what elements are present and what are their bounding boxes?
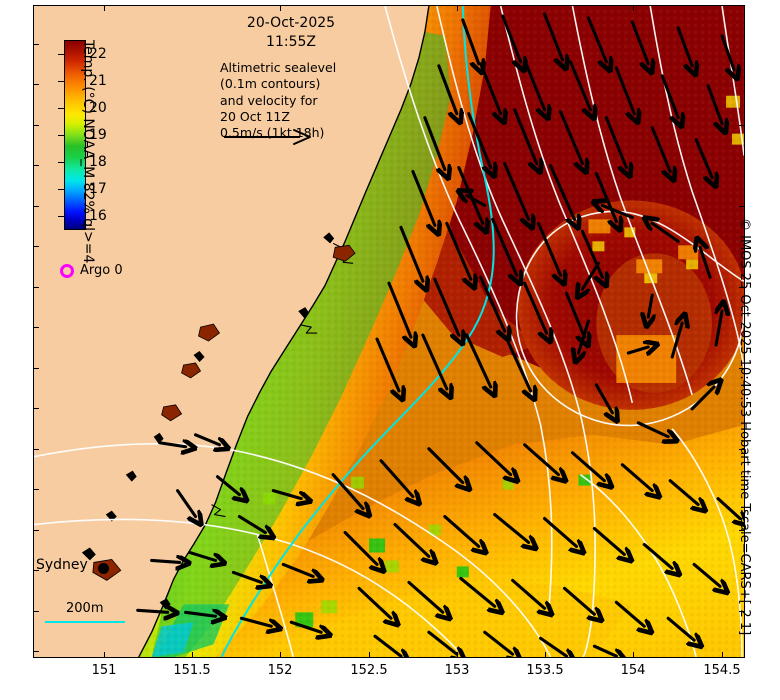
x-tick-label: 152 bbox=[267, 663, 293, 678]
y-tick-mark bbox=[33, 489, 39, 490]
y-tick-mark bbox=[33, 84, 39, 85]
title-date: 20-Oct-2025 bbox=[246, 15, 336, 31]
sydney-city-label: Sydney bbox=[36, 557, 88, 573]
colorbar-tick-label: 21 bbox=[89, 73, 107, 89]
argo-legend-label: Argo 0 bbox=[80, 263, 123, 278]
y-tick-mark bbox=[33, 125, 39, 126]
colorbar-tick-label: 16 bbox=[89, 208, 107, 224]
sydney-city-marker bbox=[98, 563, 109, 574]
velocity-scale-arrow-icon bbox=[224, 129, 311, 145]
y-tick-mark bbox=[33, 651, 39, 652]
x-tick-mark-top bbox=[280, 5, 281, 11]
title-time: 11:55Z bbox=[266, 33, 316, 50]
x-tick-mark bbox=[457, 652, 458, 658]
colorbar-tick-label: 17 bbox=[89, 181, 107, 197]
x-tick-mark bbox=[192, 652, 193, 658]
x-tick-mark bbox=[633, 652, 634, 658]
y-tick-mark bbox=[33, 206, 39, 207]
y-tick-mark bbox=[33, 368, 39, 369]
colorbar-title: Temp. (°C) NOAA_M 82% ql>=4 bbox=[80, 40, 96, 264]
colorbar-tick-label: 18 bbox=[89, 154, 107, 170]
y-tick-mark bbox=[33, 246, 39, 247]
y-tick-mark-right bbox=[739, 368, 745, 369]
x-tick-mark bbox=[545, 652, 546, 658]
x-tick-label: 154.5 bbox=[703, 663, 741, 678]
annotation-text: Altimetric sealevel (0.1m contours) and … bbox=[220, 60, 337, 140]
y-tick-mark-right bbox=[739, 206, 745, 207]
colorbar[interactable] bbox=[64, 40, 86, 230]
y-tick-mark bbox=[33, 530, 39, 531]
y-tick-mark-right bbox=[739, 530, 745, 531]
depth-contour-swatch bbox=[45, 621, 125, 623]
y-tick-mark bbox=[33, 165, 39, 166]
x-tick-mark-top bbox=[633, 5, 634, 11]
y-tick-mark bbox=[33, 327, 39, 328]
colorbar-tick bbox=[58, 162, 64, 163]
y-tick-mark bbox=[33, 408, 39, 409]
figure-title: 20-Oct-2025 11:55Z bbox=[196, 14, 386, 52]
x-tick-label: 153.5 bbox=[526, 663, 564, 678]
credit-text: © IMOS 25-Oct-2025 10:40:53 Hobart time … bbox=[737, 218, 752, 636]
y-tick-mark bbox=[33, 44, 39, 45]
x-tick-label: 153 bbox=[444, 663, 470, 678]
x-tick-mark-top bbox=[104, 5, 105, 11]
argo-legend: Argo 0 bbox=[60, 263, 123, 278]
x-tick-mark bbox=[722, 652, 723, 658]
x-tick-mark-top bbox=[457, 5, 458, 11]
y-tick-mark bbox=[33, 449, 39, 450]
map-plot-area[interactable] bbox=[33, 5, 745, 658]
colorbar-tick bbox=[58, 135, 64, 136]
y-tick-mark-right bbox=[739, 449, 745, 450]
y-tick-mark-right bbox=[739, 287, 745, 288]
colorbar-tick-label: 19 bbox=[89, 127, 107, 143]
x-tick-label: 151 bbox=[91, 663, 117, 678]
x-tick-label: 152.5 bbox=[350, 663, 388, 678]
colorbar-tick bbox=[58, 108, 64, 109]
colorbar-tick bbox=[58, 54, 64, 55]
x-tick-label: 151.5 bbox=[173, 663, 211, 678]
x-tick-mark bbox=[280, 652, 281, 658]
y-tick-mark-right bbox=[739, 125, 745, 126]
velocity-vectors bbox=[136, 12, 740, 657]
x-tick-mark bbox=[104, 652, 105, 658]
argo-float-icon bbox=[60, 263, 74, 278]
y-tick-mark bbox=[33, 287, 39, 288]
y-tick-mark bbox=[33, 611, 39, 612]
x-tick-label: 154 bbox=[620, 663, 646, 678]
depth-contour-label: 200m bbox=[66, 601, 104, 616]
y-tick-mark-right bbox=[739, 611, 745, 612]
colorbar-tick bbox=[58, 216, 64, 217]
colorbar-tick-label: 22 bbox=[89, 46, 107, 62]
sst-field-layer bbox=[34, 6, 744, 657]
y-tick-mark bbox=[33, 570, 39, 571]
colorbar-tick bbox=[58, 81, 64, 82]
colorbar-tick-label: 20 bbox=[89, 100, 107, 116]
colorbar-tick bbox=[58, 189, 64, 190]
x-tick-mark bbox=[369, 652, 370, 658]
